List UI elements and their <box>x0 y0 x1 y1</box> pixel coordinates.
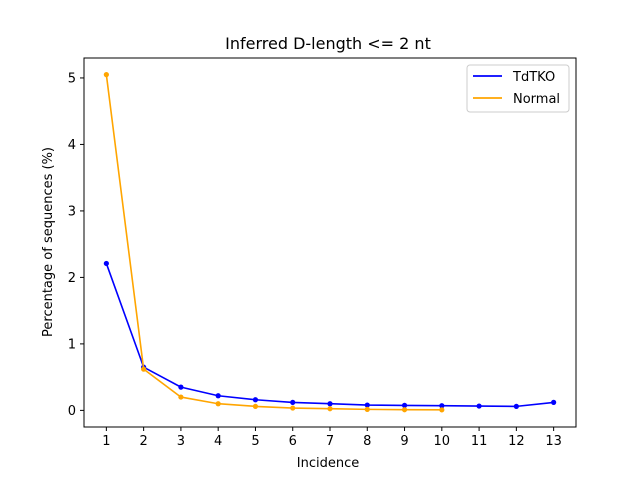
y-tick-label: 4 <box>68 138 76 153</box>
legend: TdTKO Normal <box>466 64 570 113</box>
series-line-normal <box>105 74 442 411</box>
x-tick-label: 7 <box>326 434 334 449</box>
chart-title: Inferred D-length <= 2 nt <box>225 34 431 53</box>
data-point-tdtko <box>439 403 445 409</box>
data-point-tdtko <box>476 403 482 409</box>
x-tick-label: 9 <box>400 434 408 449</box>
x-tick-label: 13 <box>545 434 562 449</box>
data-point-normal <box>252 403 259 409</box>
y-tick-label: 2 <box>68 271 76 286</box>
x-tick-label: 6 <box>289 434 297 449</box>
y-axis-title: Percentage of sequences (%) <box>41 147 56 337</box>
y-tick-label: 5 <box>68 71 76 86</box>
data-point-tdtko <box>364 402 370 408</box>
data-point-normal <box>439 407 445 413</box>
data-point-normal <box>290 405 296 411</box>
data-point-tdtko <box>215 393 221 399</box>
data-point-tdtko <box>401 402 408 408</box>
data-point-tdtko <box>178 384 184 390</box>
data-point-normal <box>141 366 147 372</box>
x-tick-label: 12 <box>508 434 525 449</box>
data-point-normal <box>401 407 408 413</box>
x-tick-label: 11 <box>471 434 488 449</box>
data-point-normal <box>178 394 184 400</box>
x-tick-label: 1 <box>102 434 110 449</box>
data-point-normal <box>327 406 333 412</box>
data-point-normal <box>364 406 370 412</box>
x-tick-label: 3 <box>177 434 185 449</box>
x-tick-label: 5 <box>251 434 259 449</box>
y-tick-label: 0 <box>68 404 76 419</box>
data-point-normal <box>103 72 109 78</box>
x-tick-label: 10 <box>434 434 451 449</box>
x-tick-label: 2 <box>139 434 147 449</box>
data-point-tdtko <box>327 401 333 407</box>
legend-label-normal: Normal <box>513 92 560 107</box>
legend-label-tdtko: TdTKO <box>512 70 555 85</box>
data-point-tdtko <box>290 399 296 405</box>
y-tick-label: 3 <box>68 204 76 219</box>
data-point-tdtko <box>252 397 259 403</box>
data-point-tdtko <box>513 403 519 409</box>
x-tick-label: 4 <box>214 434 222 449</box>
x-tick-label: 8 <box>363 434 371 449</box>
y-tick-label: 1 <box>68 337 76 352</box>
data-point-normal <box>215 401 221 407</box>
x-axis-title: Incidence <box>297 456 359 471</box>
data-point-tdtko <box>103 260 109 267</box>
data-point-tdtko <box>551 399 557 405</box>
